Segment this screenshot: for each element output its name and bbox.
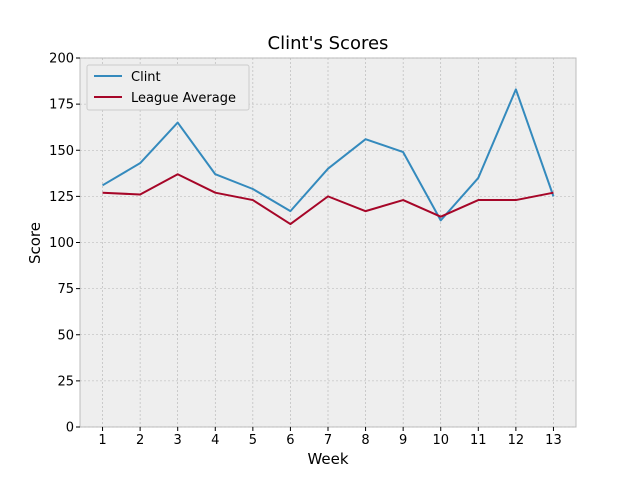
legend: Clint League Average <box>86 64 250 111</box>
y-axis: 0 25 50 75 100 125 150 175 200 <box>49 52 80 436</box>
x-tick-label: 8 <box>361 433 369 448</box>
y-tick-label: 175 <box>49 98 74 113</box>
x-tick-label: 13 <box>545 433 562 448</box>
x-tick-label: 9 <box>399 433 407 448</box>
y-tick-label: 0 <box>66 421 74 436</box>
series-line-clint <box>102 88 555 222</box>
x-tick-label: 4 <box>211 433 219 448</box>
y-tick-label: 150 <box>49 144 74 159</box>
y-axis-label: Score <box>26 222 44 264</box>
x-tick-label: 11 <box>470 433 487 448</box>
series-line-league-average <box>102 173 554 226</box>
chart-title: Clint's Scores <box>268 33 389 54</box>
x-axis-label: Week <box>307 450 348 468</box>
x-tick-label: 10 <box>432 433 449 448</box>
legend-label-clint: Clint <box>131 70 161 85</box>
x-tick-label: 1 <box>98 433 106 448</box>
series-lines <box>102 88 555 226</box>
x-axis: 1 2 3 4 5 6 7 8 9 10 11 12 13 <box>98 427 562 448</box>
y-tick-label: 50 <box>57 328 74 343</box>
y-tick-label: 125 <box>49 190 74 205</box>
x-tick-label: 12 <box>508 433 525 448</box>
y-tick-label: 100 <box>49 236 74 251</box>
x-tick-label: 6 <box>286 433 294 448</box>
y-tick-label: 25 <box>57 374 74 389</box>
x-tick-label: 5 <box>249 433 257 448</box>
x-tick-label: 7 <box>324 433 332 448</box>
y-tick-label: 75 <box>57 282 74 297</box>
x-tick-label: 3 <box>174 433 182 448</box>
legend-box <box>86 64 250 111</box>
x-tick-label: 2 <box>136 433 144 448</box>
y-tick-label: 200 <box>49 52 74 67</box>
legend-label-league-average: League Average <box>131 91 236 106</box>
